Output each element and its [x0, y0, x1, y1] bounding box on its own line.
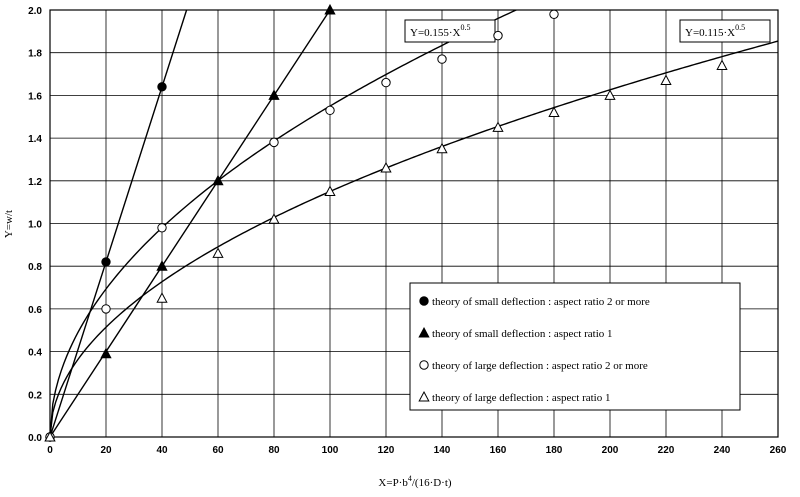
- fit-label: Y=0.155·X0.5: [410, 23, 471, 39]
- x-tick-label: 120: [378, 445, 395, 456]
- fit-label: Y=0.115·X0.5: [685, 23, 745, 39]
- y-axis-label: Y=w/t: [3, 210, 15, 238]
- x-tick-label: 20: [100, 445, 112, 456]
- y-tick-label: 1.4: [28, 134, 42, 145]
- marker: [436, 142, 448, 154]
- x-tick-label: 220: [658, 445, 675, 456]
- x-tick-label: 200: [602, 445, 619, 456]
- marker: [156, 260, 168, 271]
- fit-label-base: Y=0.115·X: [685, 27, 735, 39]
- legend-marker: [418, 326, 430, 338]
- legend-marker: [419, 296, 429, 306]
- legend-marker: [419, 360, 429, 370]
- legend-marker: [419, 296, 429, 306]
- x-tick-label: 0: [47, 445, 53, 456]
- marker: [268, 89, 280, 100]
- y-tick-label: 2.0: [28, 6, 42, 17]
- fit-label-exponent: 0.5: [461, 23, 471, 32]
- fit-label-box: [679, 19, 771, 43]
- legend-label: theory of small deflection : aspect rati…: [432, 296, 650, 308]
- legend-marker: [418, 390, 430, 402]
- x-tick-label: 100: [322, 445, 339, 456]
- y-tick-label: 1.6: [28, 91, 42, 102]
- marker: [493, 30, 503, 41]
- marker: [716, 59, 728, 71]
- y-tick-label: 0.8: [28, 262, 42, 273]
- x-tick-label: 160: [490, 445, 507, 456]
- legend-marker: [418, 326, 430, 338]
- y-tick-label: 1.0: [28, 220, 42, 231]
- x-tick-label: 60: [212, 445, 224, 456]
- marker: [157, 223, 167, 233]
- marker: [44, 430, 56, 442]
- fit-label-base: Y=0.155·X: [410, 27, 461, 39]
- marker: [156, 292, 168, 303]
- marker: [660, 74, 672, 85]
- y-tick-label: 0.6: [28, 305, 42, 316]
- marker: [549, 9, 559, 19]
- y-tick-label: 0.0: [28, 433, 42, 444]
- marker: [212, 174, 224, 186]
- y-tick-label: 1.2: [28, 177, 42, 188]
- marker: [324, 185, 336, 196]
- marker: [101, 304, 111, 314]
- marker: [269, 137, 279, 148]
- marker: [101, 257, 111, 267]
- marker: [604, 89, 616, 100]
- x-tick-label: 80: [268, 445, 280, 456]
- trend-line: [50, 10, 188, 437]
- legend-marker: [419, 360, 429, 370]
- marker: [548, 106, 560, 117]
- marker: [212, 247, 224, 258]
- y-tick-label: 0.4: [28, 348, 42, 359]
- x-tick-label: 180: [546, 445, 563, 456]
- marker: [492, 121, 504, 132]
- x-label-sup: 4: [408, 474, 412, 483]
- fit-curve: [50, 10, 518, 437]
- x-label-part: /(16·D·t): [412, 477, 452, 489]
- fit-label-exponent: 0.5: [735, 23, 745, 32]
- x-tick-label: 260: [770, 445, 787, 456]
- legend-box: [409, 282, 741, 411]
- marker: [100, 347, 112, 359]
- x-tick-label: 240: [714, 445, 731, 456]
- x-axis-label: X=P·b4/(16·D·t): [378, 474, 451, 489]
- y-tick-label: 0.2: [28, 390, 42, 401]
- trend-line: [50, 10, 331, 437]
- legend-label: theory of large deflection : aspect rati…: [432, 360, 648, 372]
- legend-label: theory of small deflection : aspect rati…: [432, 328, 613, 340]
- marker: [325, 105, 335, 116]
- marker: [324, 3, 336, 15]
- fit-label-box: [404, 19, 496, 43]
- legend-label: theory of large deflection : aspect rati…: [432, 392, 610, 404]
- x-tick-label: 40: [156, 445, 168, 456]
- fit-curve: [50, 40, 778, 437]
- x-label-part: X=P·b: [378, 477, 408, 489]
- x-tick-label: 140: [434, 445, 451, 456]
- marker: [381, 77, 391, 88]
- legend-marker: [418, 390, 430, 402]
- y-tick-label: 1.8: [28, 49, 42, 60]
- marker: [268, 213, 280, 224]
- marker: [380, 161, 392, 173]
- marker: [437, 54, 447, 64]
- marker: [157, 82, 167, 92]
